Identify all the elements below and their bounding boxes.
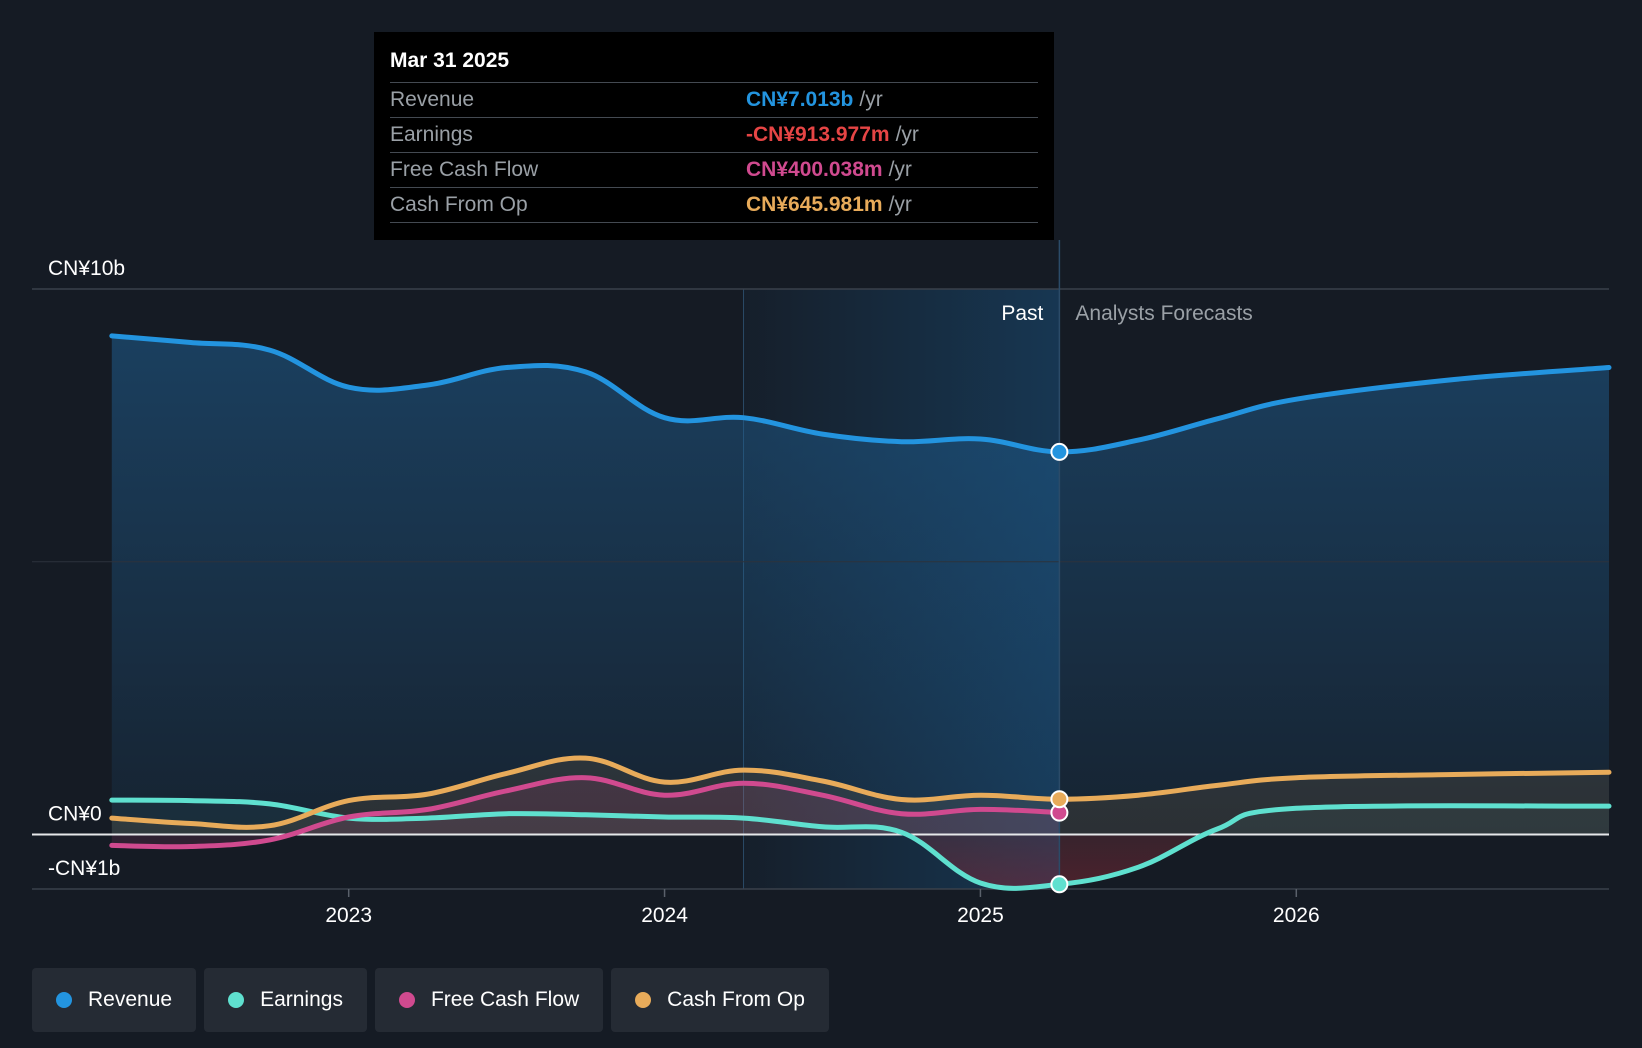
- legend-label: Earnings: [260, 988, 343, 1011]
- marker-cash-from-op: [1050, 790, 1069, 809]
- y-axis-label: CN¥10b: [48, 257, 125, 280]
- x-axis-label: 2026: [1273, 904, 1320, 927]
- y-axis-label: CN¥0: [48, 802, 102, 825]
- tooltip-row-free-cash-flow: Free Cash Flow CN¥400.038m /yr: [390, 152, 1038, 187]
- tooltip-label: Cash From Op: [390, 193, 528, 216]
- tooltip-label: Revenue: [390, 88, 475, 111]
- tooltip-value: CN¥400.038m: [746, 158, 883, 181]
- tooltip-unit: /yr: [888, 158, 912, 181]
- legend-label: Free Cash Flow: [430, 988, 580, 1011]
- x-axis-label: 2024: [641, 904, 688, 927]
- legend-dot-icon: [635, 992, 652, 1008]
- tooltip-unit: /yr: [888, 193, 912, 216]
- legend: Revenue Earnings Free Cash Flow Cash Fro…: [32, 968, 829, 1032]
- legend-item-revenue[interactable]: Revenue: [32, 968, 197, 1032]
- tooltip-date: Mar 31 2025: [390, 49, 510, 72]
- legend-item-cash-from-op[interactable]: Cash From Op: [611, 968, 829, 1032]
- series-fill-revenue: [111, 335, 1609, 835]
- tooltip-row-cash-from-op: Cash From Op CN¥645.981m /yr: [390, 187, 1038, 223]
- legend-dot-icon: [398, 992, 415, 1008]
- forecast-label: Analysts Forecasts: [1075, 302, 1252, 325]
- tooltip-label: Free Cash Flow: [390, 158, 539, 181]
- x-axis-label: 2025: [957, 904, 1004, 927]
- tooltip-row-revenue: Revenue CN¥7.013b /yr: [390, 82, 1038, 117]
- series-fill-free-cash-flow: [111, 777, 1060, 847]
- past-label: Past: [1001, 302, 1043, 325]
- x-axis-label: 2023: [325, 904, 372, 927]
- legend-item-earnings[interactable]: Earnings: [204, 968, 367, 1032]
- y-axis-label: -CN¥1b: [48, 857, 120, 880]
- tooltip-panel: Mar 31 2025 Revenue CN¥7.013b /yr Earnin…: [374, 32, 1054, 240]
- legend-item-free-cash-flow[interactable]: Free Cash Flow: [374, 968, 604, 1032]
- legend-dot-icon: [228, 992, 245, 1008]
- tooltip-value: CN¥645.981m: [746, 193, 883, 216]
- tooltip-row-earnings: Earnings -CN¥913.977m /yr: [390, 117, 1038, 152]
- tooltip-unit: /yr: [895, 123, 919, 146]
- legend-label: Cash From Op: [667, 988, 805, 1011]
- tooltip-label: Earnings: [390, 123, 473, 146]
- legend-dot-icon: [56, 992, 72, 1008]
- series-line-cash-from-op: [109, 755, 1612, 830]
- marker-revenue: [1050, 442, 1069, 461]
- series-line-free-cash-flow: [109, 775, 1062, 850]
- legend-label: Revenue: [88, 988, 173, 1011]
- tooltip-value: -CN¥913.977m: [746, 123, 890, 146]
- marker-earnings: [1050, 875, 1069, 894]
- series-line-revenue: [109, 333, 1612, 455]
- tooltip-unit: /yr: [859, 88, 883, 111]
- tooltip-value: CN¥7.013b: [746, 88, 854, 111]
